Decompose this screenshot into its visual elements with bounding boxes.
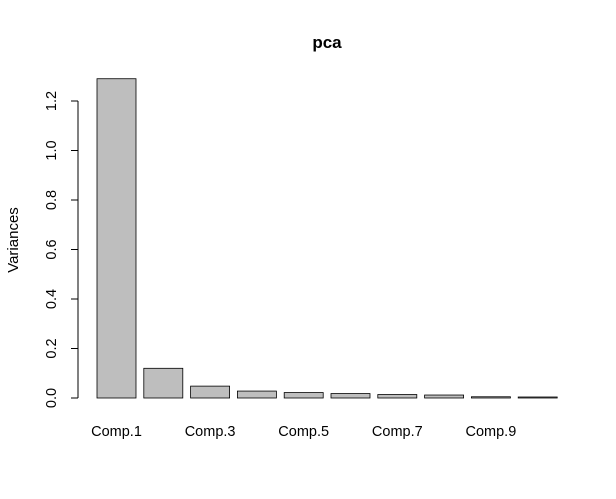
- bar-comp-1: [96, 78, 137, 399]
- y-tick-label: 1.0: [44, 140, 60, 160]
- x-tick-label: Comp.1: [91, 424, 142, 440]
- bar-comp-6: [330, 393, 371, 399]
- bar-comp-5: [283, 392, 324, 399]
- bar-comp-9: [470, 396, 511, 399]
- x-tick-label: Comp.7: [372, 424, 423, 440]
- bar-comp-2: [143, 367, 184, 399]
- bar-comp-7: [377, 394, 418, 399]
- chart-title: pca: [312, 33, 342, 52]
- y-axis-label: Variances: [5, 207, 22, 273]
- y-tick-label: 0.8: [44, 190, 60, 210]
- y-tick-label: 1.2: [44, 91, 60, 111]
- y-axis: 0.0 0.2 0.4 0.6 0.8 1.0 1.2: [44, 91, 79, 408]
- x-tick-label: Comp.5: [278, 424, 329, 440]
- bar-comp-4: [236, 390, 277, 399]
- bar-comp-3: [190, 385, 231, 399]
- bar-comp-10: [517, 396, 558, 399]
- bar-comp-8: [424, 394, 465, 399]
- x-tick-label: Comp.9: [466, 424, 517, 440]
- x-tick-label: Comp.3: [185, 424, 236, 440]
- y-tick-label: 0.0: [44, 388, 60, 408]
- y-tick-label: 0.4: [44, 289, 60, 309]
- bars: [96, 78, 558, 399]
- x-axis-labels: Comp.1 Comp.3 Comp.5 Comp.7 Comp.9: [91, 424, 516, 440]
- y-tick-label: 0.6: [44, 239, 60, 259]
- y-tick-label: 0.2: [44, 338, 60, 358]
